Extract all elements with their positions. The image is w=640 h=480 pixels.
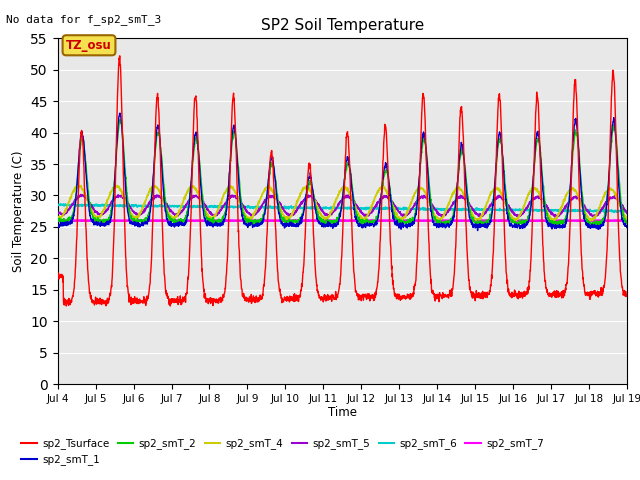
Title: SP2 Soil Temperature: SP2 Soil Temperature — [260, 18, 424, 33]
X-axis label: Time: Time — [328, 407, 357, 420]
Text: No data for f_sp2_smT_3: No data for f_sp2_smT_3 — [6, 14, 162, 25]
Text: TZ_osu: TZ_osu — [66, 39, 112, 52]
Y-axis label: Soil Temperature (C): Soil Temperature (C) — [12, 150, 25, 272]
Legend: sp2_Tsurface, sp2_smT_1, sp2_smT_2, sp2_smT_4, sp2_smT_5, sp2_smT_6, sp2_smT_7: sp2_Tsurface, sp2_smT_1, sp2_smT_2, sp2_… — [17, 434, 548, 469]
